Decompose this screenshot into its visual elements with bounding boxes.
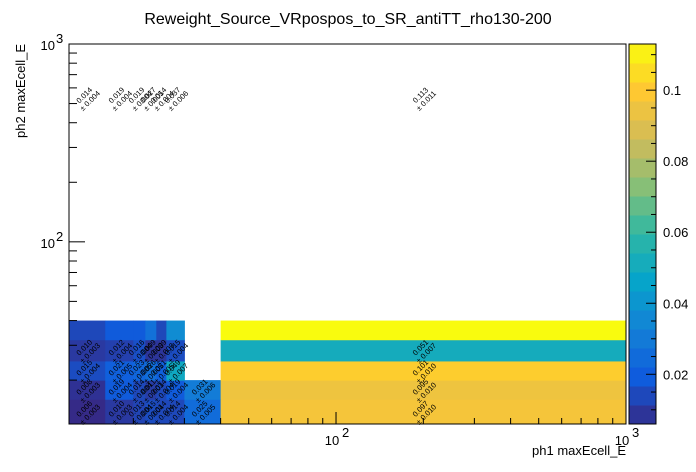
heatmap-cell [105,399,134,425]
colorbar-band [629,291,656,311]
colorbar-band [629,44,656,64]
y-axis-label: ph2 maxEcell_E [13,44,28,138]
heatmap-cell [156,320,167,341]
x-tick-label: 10 [325,433,339,448]
heatmap-cell [133,339,146,362]
cell-label: 0.013± 0.004 [127,399,154,426]
colorbar-band [629,215,656,235]
colorbar-band [629,272,656,292]
heatmap-cell [156,339,167,362]
colorbar: 0.02 0.04 0.06 0.08 0.1 [628,43,688,425]
heatmap-cell [145,320,157,341]
colorbar-tick-label: 0.02 [663,367,688,382]
colorbar-band [629,329,656,349]
heatmap-cell [69,399,106,425]
colorbar-band [629,177,656,197]
heatmap-cell [69,360,106,381]
heatmap-cell [133,380,146,400]
chart-title: Reweight_Source_VRpospos_to_SR_antiTT_rh… [144,11,551,28]
heatmap-cell [156,380,167,400]
heatmap-cell [145,399,157,425]
colorbar-tick-label: 0.1 [663,83,681,98]
heatmap-cell [166,399,185,425]
heatmap-cell [145,339,157,362]
heatmap-cell [105,380,134,400]
heatmap-cell [69,380,106,400]
x-tick-exponent: 3 [632,425,639,440]
x-axis-label: ph1 maxEcell_E [532,443,626,458]
colorbar-band [629,158,656,178]
cell-label: 0.113± 0.011 [411,86,438,113]
colorbar-band [629,367,656,387]
y-tick-label: 10 [41,38,55,53]
cell-label: 0.037± 0.006 [163,85,190,112]
heatmap-cell [145,380,157,400]
x-tick-exponent: 2 [342,425,349,440]
heatmap-cell [166,320,185,341]
heatmap-cell [220,380,627,400]
y-tick-exponent: 2 [56,229,63,244]
colorbar-band [629,82,656,102]
heatmap-cell [220,339,627,362]
colorbar-tick-label: 0.04 [663,296,688,311]
colorbar-band [629,101,656,121]
heatmap-cell [220,320,627,341]
colorbar-band [629,120,656,140]
colorbar-tick-label: 0.06 [663,225,688,240]
colorbar-tick-label: 0.08 [663,154,688,169]
colorbar-band [629,139,656,159]
heatmap-cells [69,320,627,425]
colorbar-band [629,310,656,330]
colorbar-band [629,253,656,273]
plot-frame [68,43,627,425]
heatmap-cell [105,360,134,381]
heatmap-cell [184,399,222,425]
heatmap-cell [184,380,222,400]
heatmap-cell [105,339,134,362]
colorbar-band [629,348,656,368]
colorbar-band [629,234,656,254]
y-tick-exponent: 3 [56,31,63,46]
heatmap-cell [105,320,134,341]
colorbar-band [629,63,656,83]
colorbar-band [629,405,656,425]
heatmap-cell [220,360,627,381]
colorbar-frame [628,43,657,425]
heatmap-cell [133,399,146,425]
heatmap-cell [69,339,106,362]
heatmap-cell [166,380,185,400]
heatmap-cell [156,399,167,425]
heatmap-cell [156,360,167,381]
x-tick-label: 10 [615,433,629,448]
heatmap-cell [166,360,185,381]
heatmap-cell [133,360,146,381]
colorbar-band [629,196,656,216]
heatmap-cell [145,360,157,381]
heatmap-cell [69,320,106,341]
heatmap-cell [166,339,185,362]
y-tick-label: 10 [41,236,55,251]
colorbar-band [629,386,656,406]
heatmap-cell [133,320,146,341]
